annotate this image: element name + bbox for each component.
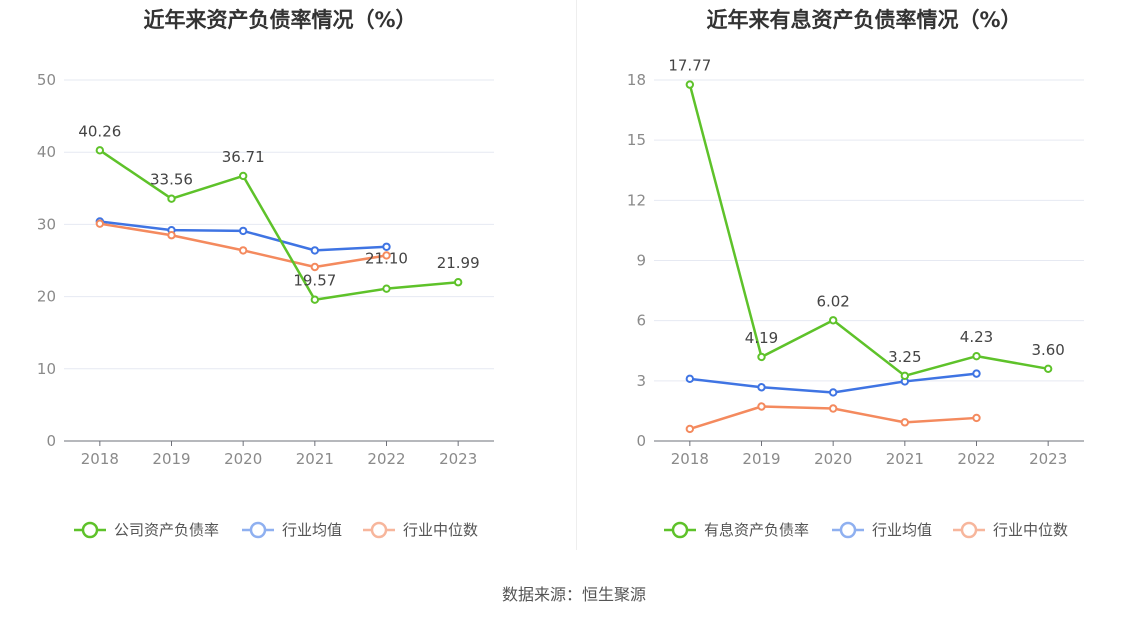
right-legend-label: 行业中位数 [993,521,1068,539]
left-data-point [310,246,320,255]
left-y-tick-label: 40 [37,143,56,161]
left-x-tick-label: 2021 [296,450,334,468]
left-x-tick-label: 2023 [439,450,477,468]
left-x-tick-label: 2020 [224,450,262,468]
right-data-point [900,371,910,381]
right-data-point [900,418,910,427]
left-data-label: 21.99 [437,254,480,272]
right-data-point [757,352,766,362]
left-legend-swatch-marker [249,521,267,539]
right-data-label: 3.60 [1031,341,1064,359]
right-x-tick-label: 2021 [886,450,924,468]
right-series-line-0 [688,84,1049,378]
left-data-point [238,226,248,236]
right-legend-swatch-marker [960,521,978,539]
left-data-point [382,284,391,293]
left-legend-label: 行业均值 [282,521,342,539]
left-data-point [310,295,320,304]
right-data-point [757,402,766,411]
right-data-point [685,80,695,89]
right-legend-swatch-marker [671,521,689,539]
right-data-label: 17.77 [668,57,711,75]
left-series-line-1 [99,220,387,252]
left-legend-swatch-marker [370,521,388,539]
left-data-label: 40.26 [78,122,121,140]
right-data-point [828,388,838,397]
right-x-tick-label: 2022 [957,450,995,468]
right-data-point [828,404,838,413]
chart-divider [576,0,577,550]
left-legend-label: 行业中位数 [403,521,478,539]
left-y-tick-label: 50 [37,71,56,89]
right-y-tick-label: 0 [636,432,646,450]
right-y-tick-label: 15 [627,131,646,149]
left-data-point [167,194,176,203]
right-y-tick-label: 12 [627,191,646,209]
left-data-point [453,278,463,287]
left-data-point [238,246,248,255]
left-y-tick-label: 20 [37,288,56,306]
left-y-tick-label: 10 [37,360,56,378]
left-chart-title: 近年来资产负债率情况（%） [143,8,417,32]
right-data-point [757,383,766,392]
right-y-tick-label: 18 [627,71,646,89]
right-data-point [685,374,695,384]
right-y-tick-label: 3 [636,372,646,390]
right-data-label: 6.02 [816,292,849,310]
left-data-point [238,171,248,181]
right-data-label: 4.23 [960,328,993,346]
right-legend-label: 有息资产负债率 [704,521,809,539]
right-x-tick-label: 2018 [671,450,709,468]
data-source: 数据来源：恒生聚源 [501,585,646,604]
left-legend-label: 公司资产负债率 [114,521,219,539]
left-x-tick-label: 2018 [81,450,119,468]
right-x-tick-label: 2023 [1029,450,1067,468]
right-x-tick-label: 2019 [742,450,780,468]
left-data-point [382,251,391,260]
left-data-point [310,262,320,272]
left-data-point [167,231,176,240]
right-legend-label: 行业均值 [872,521,932,539]
left-series-line-0 [99,149,459,301]
left-data-label: 33.56 [150,171,193,189]
right-legend-swatch-marker [839,521,857,539]
left-data-label: 21.10 [365,250,408,268]
right-data-label: 4.19 [745,329,778,347]
right-data-point [1043,364,1053,373]
right-data-point [972,413,981,423]
left-data-point [382,242,391,251]
left-y-tick-label: 30 [37,215,56,233]
left-x-tick-label: 2019 [152,450,190,468]
right-data-label: 3.25 [888,348,921,366]
right-data-point [972,369,981,378]
right-data-point [685,424,695,434]
left-data-point [95,219,105,228]
right-data-point [828,316,838,325]
right-chart-title: 近年来有息资产负债率情况（%） [706,8,1022,32]
left-x-tick-label: 2022 [367,450,405,468]
left-data-label: 19.57 [293,272,336,290]
right-y-tick-label: 6 [636,312,646,330]
right-data-point [972,351,981,361]
right-x-tick-label: 2020 [814,450,852,468]
left-y-tick-label: 0 [46,432,56,450]
left-legend-swatch-marker [81,521,99,539]
left-data-point [95,146,105,155]
right-y-tick-label: 9 [636,252,646,270]
left-data-label: 36.71 [222,148,265,166]
